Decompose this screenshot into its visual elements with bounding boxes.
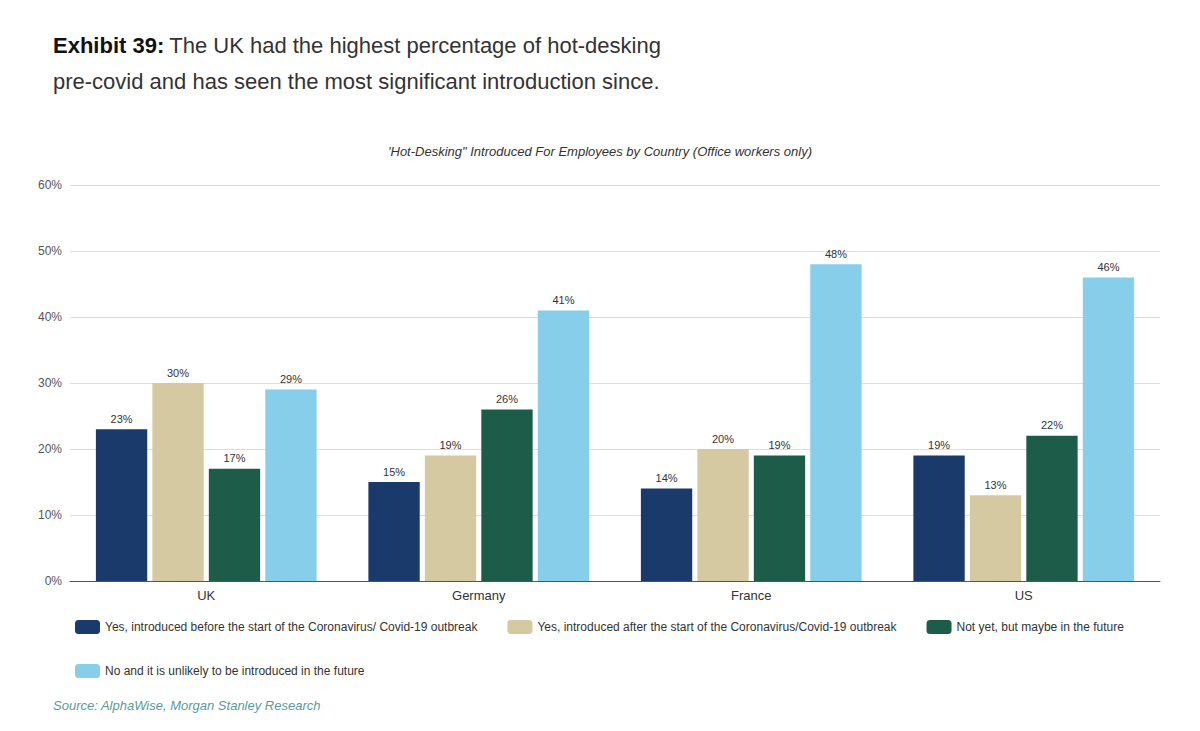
- svg-text:22%: 22%: [1041, 419, 1063, 431]
- svg-text:15%: 15%: [383, 466, 405, 478]
- svg-text:19%: 19%: [928, 439, 950, 451]
- svg-text:'Hot-Desking" Introduced For E: 'Hot-Desking" Introduced For Employees b…: [388, 144, 812, 159]
- svg-text:19%: 19%: [768, 439, 790, 451]
- svg-text:60%: 60%: [38, 178, 62, 192]
- svg-text:46%: 46%: [1097, 261, 1119, 273]
- svg-text:UK: UK: [197, 588, 215, 603]
- svg-text:No and it is unlikely to be in: No and it is unlikely to be introduced i…: [105, 664, 365, 678]
- svg-text:10%: 10%: [38, 508, 62, 522]
- svg-text:pre-covid and has seen the mos: pre-covid and has seen the most signific…: [53, 69, 660, 94]
- svg-text:30%: 30%: [38, 376, 62, 390]
- svg-text:20%: 20%: [38, 442, 62, 456]
- svg-text:Germany: Germany: [452, 588, 506, 603]
- svg-text:Yes, introduced before the sta: Yes, introduced before the start of the …: [105, 620, 478, 634]
- svg-text:20%: 20%: [712, 433, 734, 445]
- svg-text:23%: 23%: [111, 413, 133, 425]
- svg-text:Not yet, but maybe in the futu: Not yet, but maybe in the future: [957, 620, 1125, 634]
- svg-text:48%: 48%: [825, 248, 847, 260]
- svg-text:40%: 40%: [38, 310, 62, 324]
- svg-text:The UK had the highest percent: The UK had the highest percentage of hot…: [169, 33, 661, 58]
- svg-text:26%: 26%: [496, 393, 518, 405]
- svg-text:17%: 17%: [223, 452, 245, 464]
- svg-text:41%: 41%: [552, 294, 574, 306]
- svg-text:Exhibit 39:: Exhibit 39:: [53, 33, 164, 58]
- svg-text:Source: AlphaWise, Morgan Stan: Source: AlphaWise, Morgan Stanley Resear…: [53, 698, 320, 713]
- svg-text:US: US: [1015, 588, 1033, 603]
- svg-text:19%: 19%: [440, 439, 462, 451]
- svg-text:29%: 29%: [280, 373, 302, 385]
- svg-text:13%: 13%: [985, 479, 1007, 491]
- svg-text:France: France: [731, 588, 771, 603]
- svg-text:50%: 50%: [38, 244, 62, 258]
- svg-text:0%: 0%: [45, 574, 63, 588]
- svg-text:14%: 14%: [656, 472, 678, 484]
- svg-text:30%: 30%: [167, 367, 189, 379]
- svg-text:Yes, introduced after the star: Yes, introduced after the start of the C…: [537, 620, 897, 634]
